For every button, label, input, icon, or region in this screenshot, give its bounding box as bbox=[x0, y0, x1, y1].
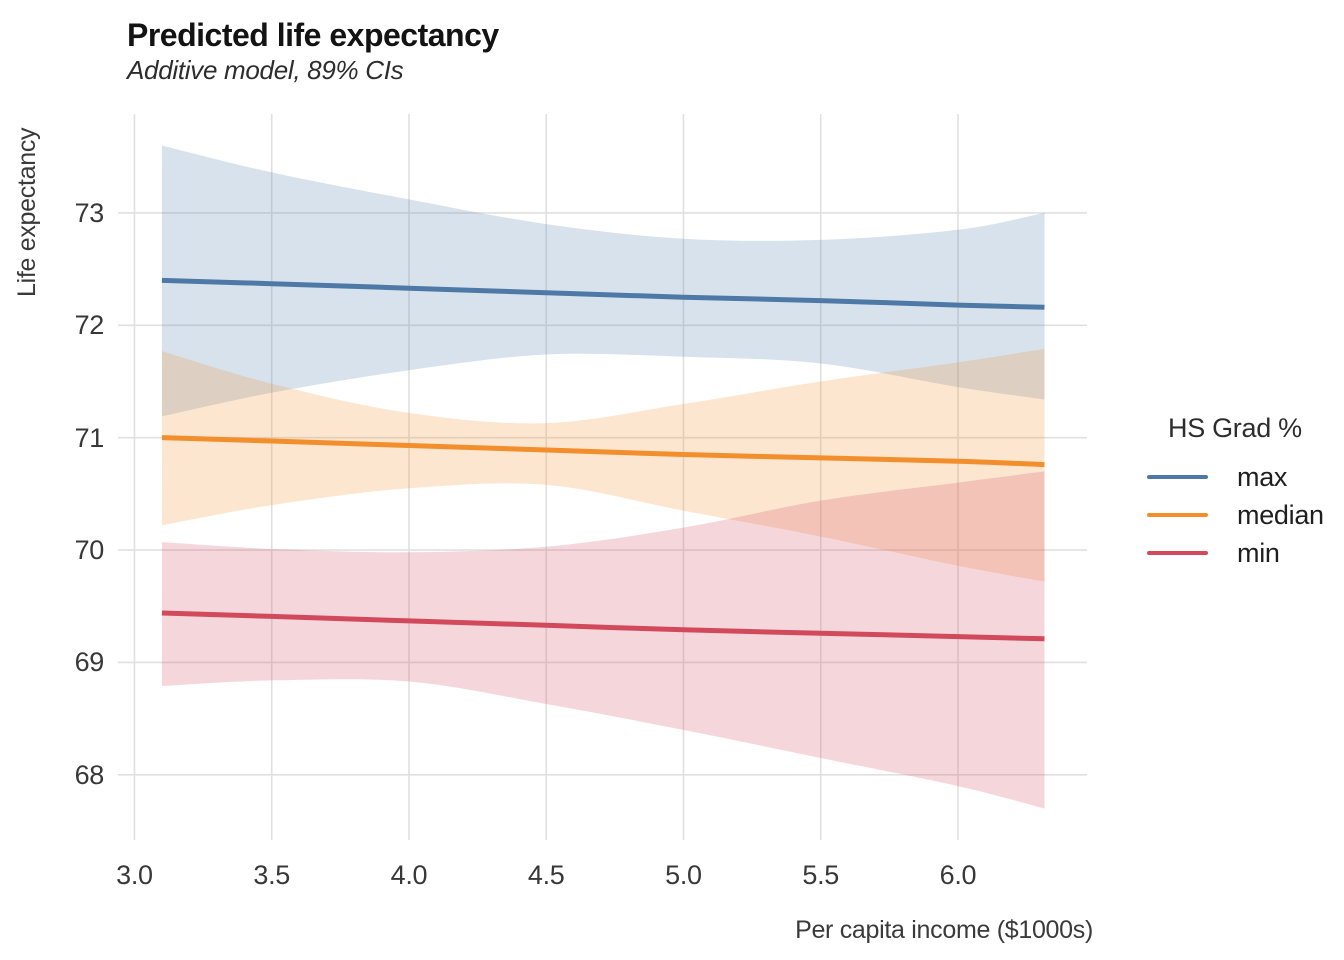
y-tick-label: 68 bbox=[74, 759, 105, 790]
x-tick-label: 5.5 bbox=[802, 860, 840, 890]
ci-ribbon-median bbox=[161, 348, 1045, 582]
legend-entry-max: max bbox=[1147, 458, 1287, 496]
trend-line-median bbox=[161, 435, 1045, 468]
trend-line-max bbox=[161, 277, 1045, 310]
chart-title: Predicted life expectancy bbox=[127, 17, 499, 53]
y-tick-label: 70 bbox=[74, 535, 105, 566]
legend-key-line-min bbox=[1147, 551, 1208, 555]
y-tick-label: 69 bbox=[74, 647, 105, 678]
ci-ribbon-max bbox=[161, 145, 1045, 417]
trend-line-min bbox=[161, 610, 1045, 642]
legend-entry-median: median bbox=[1147, 496, 1324, 534]
y-tick-label: 72 bbox=[74, 310, 105, 341]
legend-label-max: max bbox=[1237, 461, 1288, 492]
legend-title: HS Grad % bbox=[1168, 413, 1302, 443]
x-tick-label: 6.0 bbox=[939, 860, 977, 890]
chart-subtitle: Additive model, 89% CIs bbox=[127, 55, 404, 85]
legend-label-median: median bbox=[1237, 499, 1324, 530]
legend-key-line-median bbox=[1147, 513, 1208, 517]
legend-entry-min: min bbox=[1147, 534, 1280, 572]
y-tick-label: 73 bbox=[74, 197, 105, 228]
x-tick-label: 3.5 bbox=[253, 860, 291, 890]
ci-ribbon-min bbox=[161, 471, 1045, 809]
ci-ribbons bbox=[161, 145, 1045, 809]
y-tick-label: 71 bbox=[74, 422, 105, 453]
gridlines bbox=[118, 114, 1087, 840]
legend-key-line-max bbox=[1147, 475, 1208, 479]
x-tick-label: 5.0 bbox=[665, 860, 702, 890]
x-axis-title: Per capita income ($1000s) bbox=[795, 916, 1093, 944]
x-tick-label: 4.5 bbox=[527, 860, 565, 890]
x-tick-label: 4.0 bbox=[390, 860, 428, 890]
legend-label-min: min bbox=[1237, 537, 1280, 568]
trend-lines bbox=[161, 277, 1045, 642]
x-tick-label: 3.0 bbox=[116, 860, 153, 890]
